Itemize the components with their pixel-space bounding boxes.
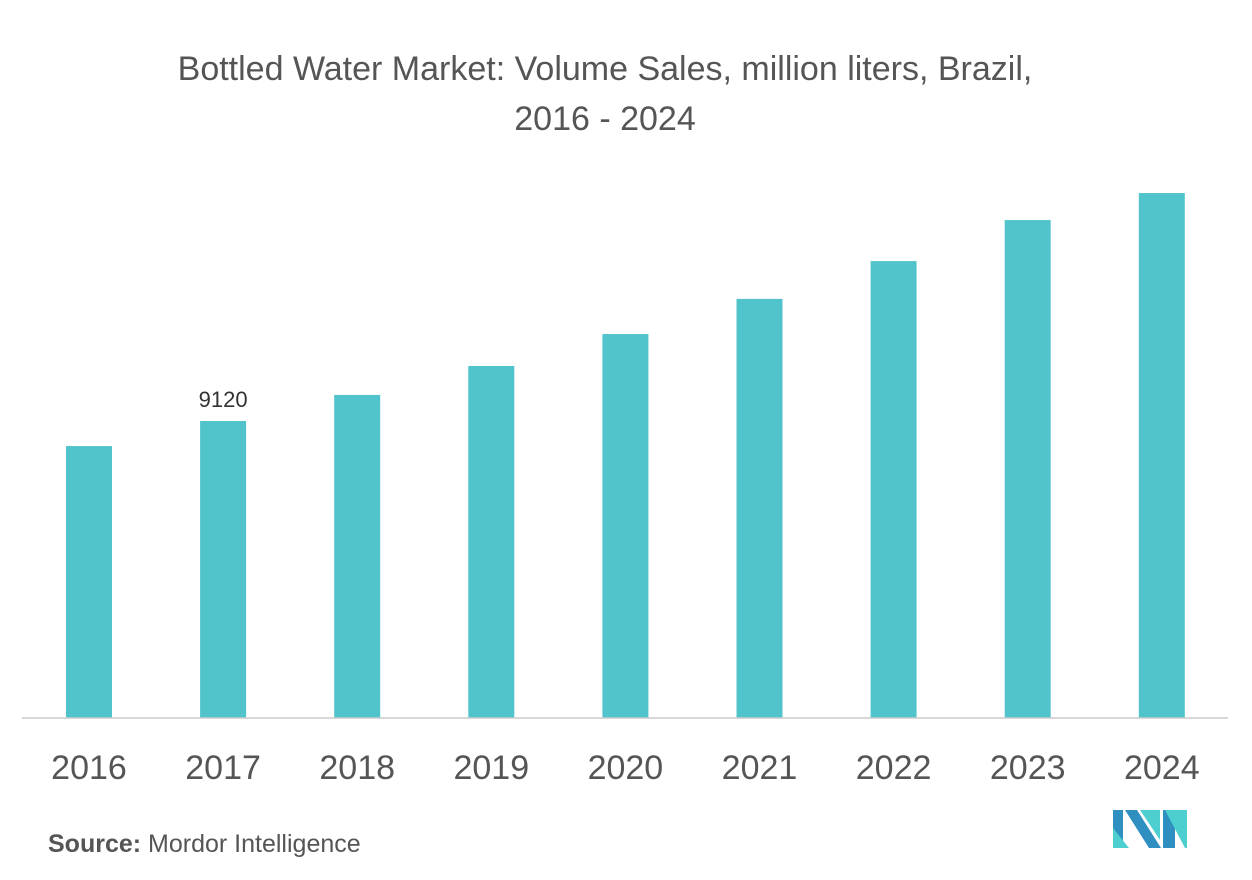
x-tick-label-2018: 2018 <box>319 749 395 787</box>
bar-2021 <box>736 298 783 718</box>
chart-title-line-1: Bottled Water Market: Volume Sales, mill… <box>177 50 1033 88</box>
chart-title-line-2: 2016 - 2024 <box>514 100 696 138</box>
x-tick-label-2022: 2022 <box>856 749 932 787</box>
x-tick-label-2019: 2019 <box>453 749 529 787</box>
bar-2022 <box>870 261 917 718</box>
bar-2017 <box>200 421 247 718</box>
bar-2019 <box>468 365 515 718</box>
x-tick-label-2020: 2020 <box>588 749 664 787</box>
bar-2020 <box>602 334 649 718</box>
bar-2016 <box>66 446 112 718</box>
source-note: Source: Mordor Intelligence <box>48 830 361 859</box>
data-label-2017: 9120 <box>199 387 248 412</box>
x-tick-label-2024: 2024 <box>1124 749 1200 787</box>
x-tick-label-2023: 2023 <box>990 749 1066 787</box>
x-tick-label-2021: 2021 <box>722 749 798 787</box>
bar-2024 <box>1138 193 1185 718</box>
bar-2023 <box>1004 220 1051 718</box>
bar-2018 <box>334 394 381 718</box>
chart-title: Bottled Water Market: Volume Sales, mill… <box>0 44 1210 144</box>
source-label: Source: <box>48 830 142 858</box>
x-tick-label-2016: 2016 <box>51 749 127 787</box>
x-tick-label-2017: 2017 <box>185 749 261 787</box>
mordor-logo <box>1113 810 1187 848</box>
source-text: Mordor Intelligence <box>148 830 361 858</box>
